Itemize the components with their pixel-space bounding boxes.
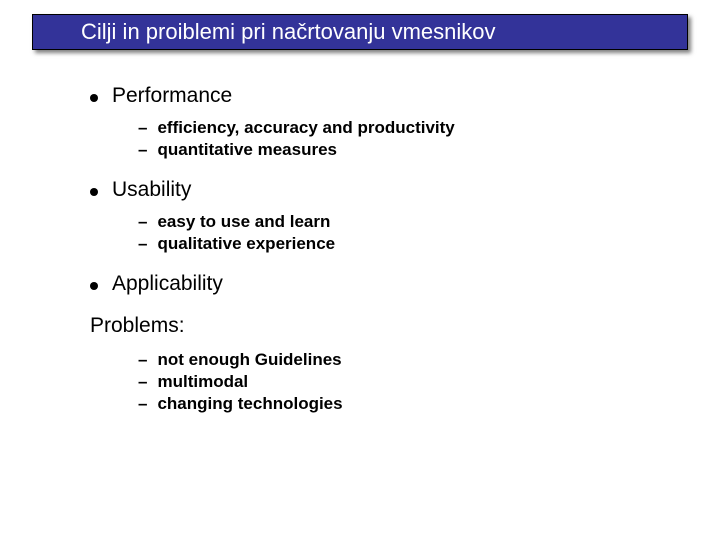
main-bullet-item: Applicability (90, 272, 650, 296)
bullet-icon (90, 188, 98, 196)
main-item-label: Applicability (112, 272, 223, 296)
dash-icon: – (138, 140, 147, 160)
sub-item-label: easy to use and learn (157, 212, 330, 232)
bullet-icon (90, 94, 98, 102)
sub-bullet-item: – easy to use and learn (138, 212, 650, 232)
dash-icon: – (138, 372, 147, 392)
sub-bullet-item: – quantitative measures (138, 140, 650, 160)
dash-icon: – (138, 118, 147, 138)
sub-bullet-item: – not enough Guidelines (138, 350, 650, 370)
sub-list: – efficiency, accuracy and productivity … (138, 118, 650, 160)
slide-title: Cilji in proiblemi pri načrtovanju vmesn… (81, 19, 496, 45)
sub-item-label: changing technologies (157, 394, 342, 414)
sub-bullet-item: – changing technologies (138, 394, 650, 414)
main-item-label: Performance (112, 84, 232, 108)
main-bullet-item: Performance (90, 84, 650, 108)
dash-icon: – (138, 212, 147, 232)
sub-list: – easy to use and learn – qualitative ex… (138, 212, 650, 254)
dash-icon: – (138, 350, 147, 370)
sub-bullet-item: – efficiency, accuracy and productivity (138, 118, 650, 138)
dash-icon: – (138, 394, 147, 414)
bullet-icon (90, 282, 98, 290)
problems-sub-list: – not enough Guidelines – multimodal – c… (138, 350, 650, 414)
dash-icon: – (138, 234, 147, 254)
sub-item-label: not enough Guidelines (157, 350, 341, 370)
sub-item-label: quantitative measures (157, 140, 337, 160)
sub-bullet-item: – qualitative experience (138, 234, 650, 254)
sub-item-label: multimodal (157, 372, 248, 392)
main-bullet-item: Usability (90, 178, 650, 202)
sub-item-label: qualitative experience (157, 234, 335, 254)
slide-content: Performance – efficiency, accuracy and p… (90, 84, 650, 416)
title-bar: Cilji in proiblemi pri načrtovanju vmesn… (32, 14, 688, 50)
main-item-label: Usability (112, 178, 191, 202)
sub-item-label: efficiency, accuracy and productivity (157, 118, 454, 138)
sub-bullet-item: – multimodal (138, 372, 650, 392)
problems-heading: Problems: (90, 314, 650, 338)
